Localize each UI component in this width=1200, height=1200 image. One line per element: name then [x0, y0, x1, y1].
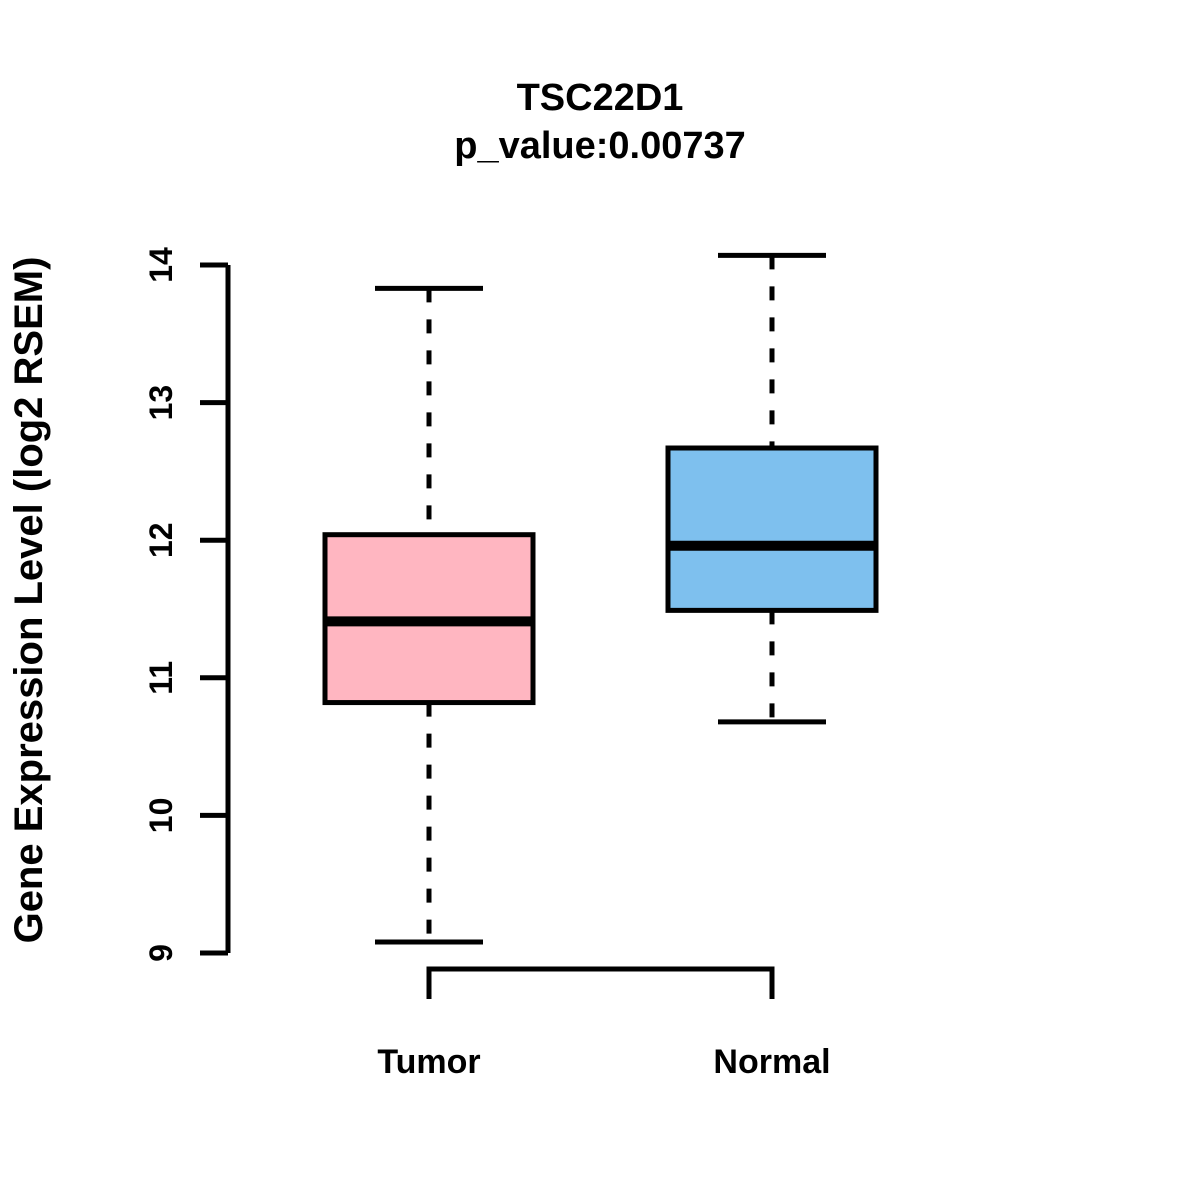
chart-title: TSC22D1	[517, 77, 684, 119]
y-axis-tick-label: 9	[143, 944, 179, 962]
box-series	[322, 252, 879, 945]
y-axis-tick-label: 12	[143, 522, 179, 558]
comparison-bracket	[426, 966, 775, 999]
bracket-path	[426, 966, 775, 999]
y-axis-tick-label: 11	[143, 661, 179, 695]
box-rect-normal	[665, 445, 879, 613]
y-axis-tick-label: 14	[143, 247, 179, 283]
box-group-normal	[665, 252, 879, 725]
y-axis-tick-label: 13	[143, 385, 179, 421]
y-axis-tick-label: 10	[143, 798, 179, 834]
box-group-tumor	[322, 285, 536, 945]
y-axis: 9 10 11 12 13 14	[143, 247, 231, 962]
x-axis-labels: Tumor Normal	[377, 1043, 830, 1081]
chart-subtitle-pvalue: p_value:0.00737	[454, 125, 746, 167]
x-axis-label-normal: Normal	[713, 1043, 830, 1081]
y-axis-title: Gene Expression Level (log2 RSEM)	[7, 257, 51, 944]
x-axis-label-tumor: Tumor	[377, 1043, 480, 1081]
